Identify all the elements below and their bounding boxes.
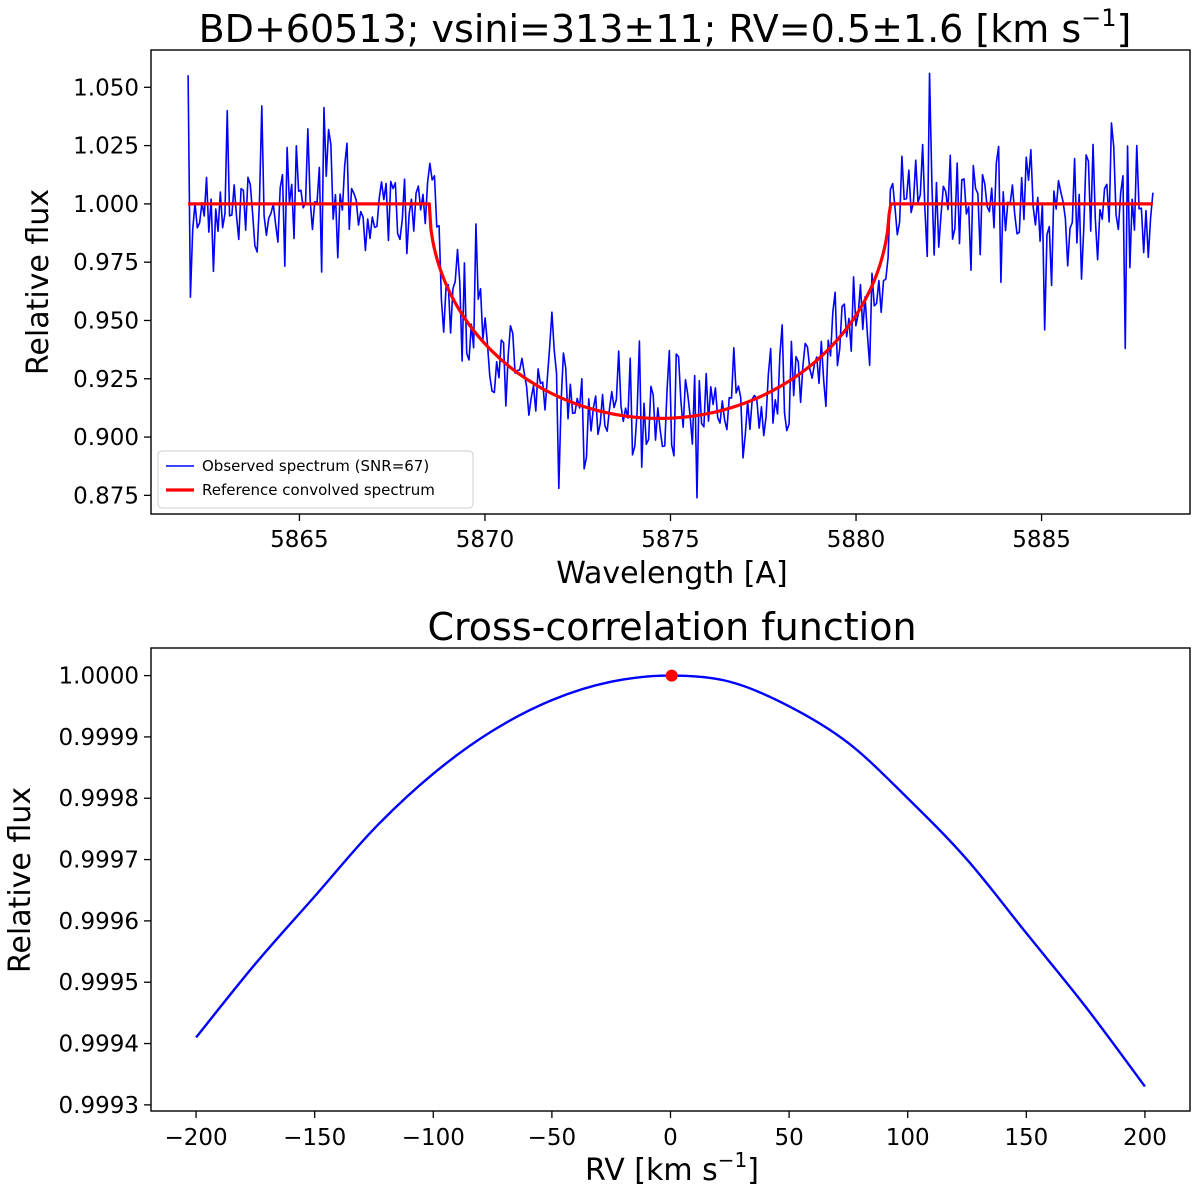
spectrum-plot-area (187, 72, 1154, 499)
spectrum-ylabel: Relative flux (21, 189, 56, 375)
spectrum-ytick-label: 0.950 (73, 308, 139, 334)
spectrum-title: BD+60513; vsini=313±11; RV=0.5±1.6 [km s… (199, 4, 1132, 51)
spectrum-ytick-label: 0.875 (73, 483, 139, 509)
reference-spectrum-line (188, 202, 1153, 420)
ccf-xtick-label: 100 (886, 1125, 930, 1151)
ccf-line (195, 674, 1146, 1088)
ccf-xtick-label: 50 (774, 1125, 803, 1151)
spectrum-ytick-label: 0.900 (73, 425, 139, 451)
spectrum-xtick-label: 5875 (641, 527, 700, 553)
legend-observed-label: Observed spectrum (SNR=67) (202, 457, 429, 475)
ccf-panel: Cross-correlation function −200 −150 −100−… (3, 605, 1191, 1188)
spectrum-ytick-label: 1.050 (73, 75, 139, 101)
ccf-xtick-label: −150 (283, 1125, 346, 1151)
spectrum-ytick-label: 0.975 (73, 250, 139, 276)
ccf-ticks: −200 −150 −100 −50 0 50 100 150 200 0.9993 0.9994 0… (59, 664, 1167, 1151)
spectrum-ytick-label: 1.025 (73, 134, 139, 160)
ccf-ytick-label: 0.9994 (59, 1032, 139, 1058)
spectrum-xtick-label: 5880 (827, 527, 886, 553)
ccf-ytick-label: 0.9995 (59, 970, 139, 996)
ccf-ytick-label: 0.9998 (59, 786, 139, 812)
ccf-title: Cross-correlation function (427, 605, 916, 649)
ccf-xtick-label: −200 (164, 1125, 227, 1151)
ccf-xtick-label: −100 (402, 1125, 465, 1151)
spectrum-xtick-label: 5865 (270, 527, 329, 553)
spectrum-xtick-label: 5870 (456, 527, 515, 553)
ccf-ytick-label: 0.9999 (59, 725, 139, 751)
spectrum-ytick-label: 1.000 (73, 192, 139, 218)
ccf-ytick-label: 0.9996 (59, 909, 139, 935)
ccf-peak-marker (665, 669, 678, 682)
ccf-xlabel: RV [km s−1] (585, 1148, 759, 1188)
ccf-ytick-label: 0.9993 (59, 1093, 139, 1119)
ccf-xtick-label: 0 (663, 1125, 678, 1151)
ccf-xtick-label: 200 (1123, 1125, 1167, 1151)
ccf-xtick-label: 150 (1004, 1125, 1048, 1151)
spectrum-ticks: 5865 5870 5875 5880 5885 0.875 0.900 0.925 0.950… (73, 75, 1071, 553)
spectrum-xlabel: Wavelength [A] (556, 556, 787, 591)
spectrum-ytick-label: 0.925 (73, 367, 139, 393)
spectrum-xtick-label: 5885 (1012, 527, 1071, 553)
ccf-ytick-label: 0.9997 (59, 848, 139, 874)
legend-box (157, 450, 474, 509)
ccf-plot-area (195, 669, 1146, 1088)
spectrum-legend: Observed spectrum (SNR=67) Reference con… (157, 450, 474, 509)
legend-reference-label: Reference convolved spectrum (202, 481, 435, 499)
ccf-axes-frame (150, 647, 1191, 1112)
ccf-ylabel: Relative flux (3, 787, 38, 973)
observed-spectrum-line (187, 72, 1154, 499)
spectrum-axes-frame (150, 49, 1191, 515)
spectrum-panel: BD+60513; vsini=313±11; RV=0.5±1.6 [km s… (21, 4, 1191, 591)
ccf-ytick-label: 1.0000 (59, 664, 139, 690)
ccf-xtick-label: −50 (528, 1125, 577, 1151)
